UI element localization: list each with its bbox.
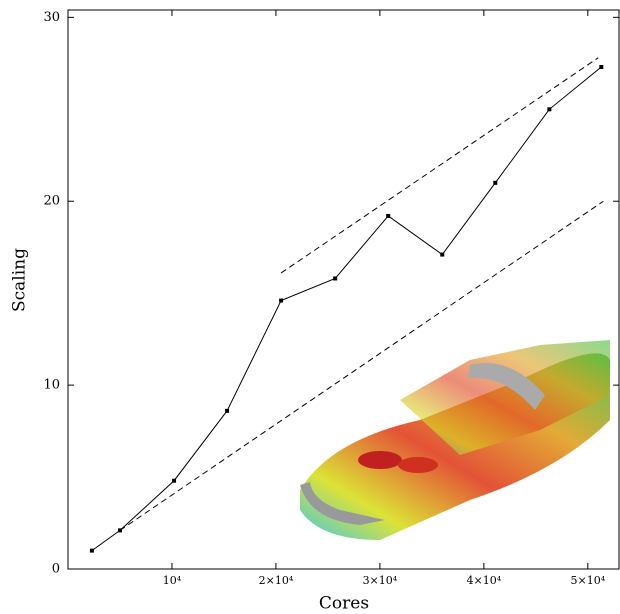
data-point	[333, 276, 338, 281]
reference-line	[119, 200, 604, 531]
data-point	[599, 65, 604, 70]
data-point	[225, 408, 230, 413]
data-point	[89, 548, 94, 553]
data-point	[117, 528, 122, 533]
data-point	[172, 478, 177, 483]
data-point	[440, 252, 445, 257]
x-tick-label: 2×10⁴	[259, 574, 294, 587]
x-tick-label: 4×10⁴	[467, 574, 502, 587]
x-tick-label: 10⁴	[163, 574, 182, 587]
plot-frame	[67, 9, 620, 570]
reference-line	[280, 57, 599, 274]
data-point	[386, 213, 391, 218]
data-point	[279, 298, 284, 303]
y-tick-label: 30	[43, 10, 60, 25]
x-axis-label: Cores	[319, 594, 369, 614]
data-point	[547, 107, 552, 112]
data-point	[493, 180, 498, 185]
y-tick-label: 10	[43, 378, 60, 393]
x-tick-label: 5×10⁴	[570, 574, 605, 587]
y-axis-label: Scaling	[10, 248, 30, 312]
inset-image	[300, 340, 610, 540]
y-tick-label: 20	[43, 194, 60, 209]
y-tick-label: 0	[52, 562, 60, 577]
x-tick-label: 3×10⁴	[363, 574, 398, 587]
